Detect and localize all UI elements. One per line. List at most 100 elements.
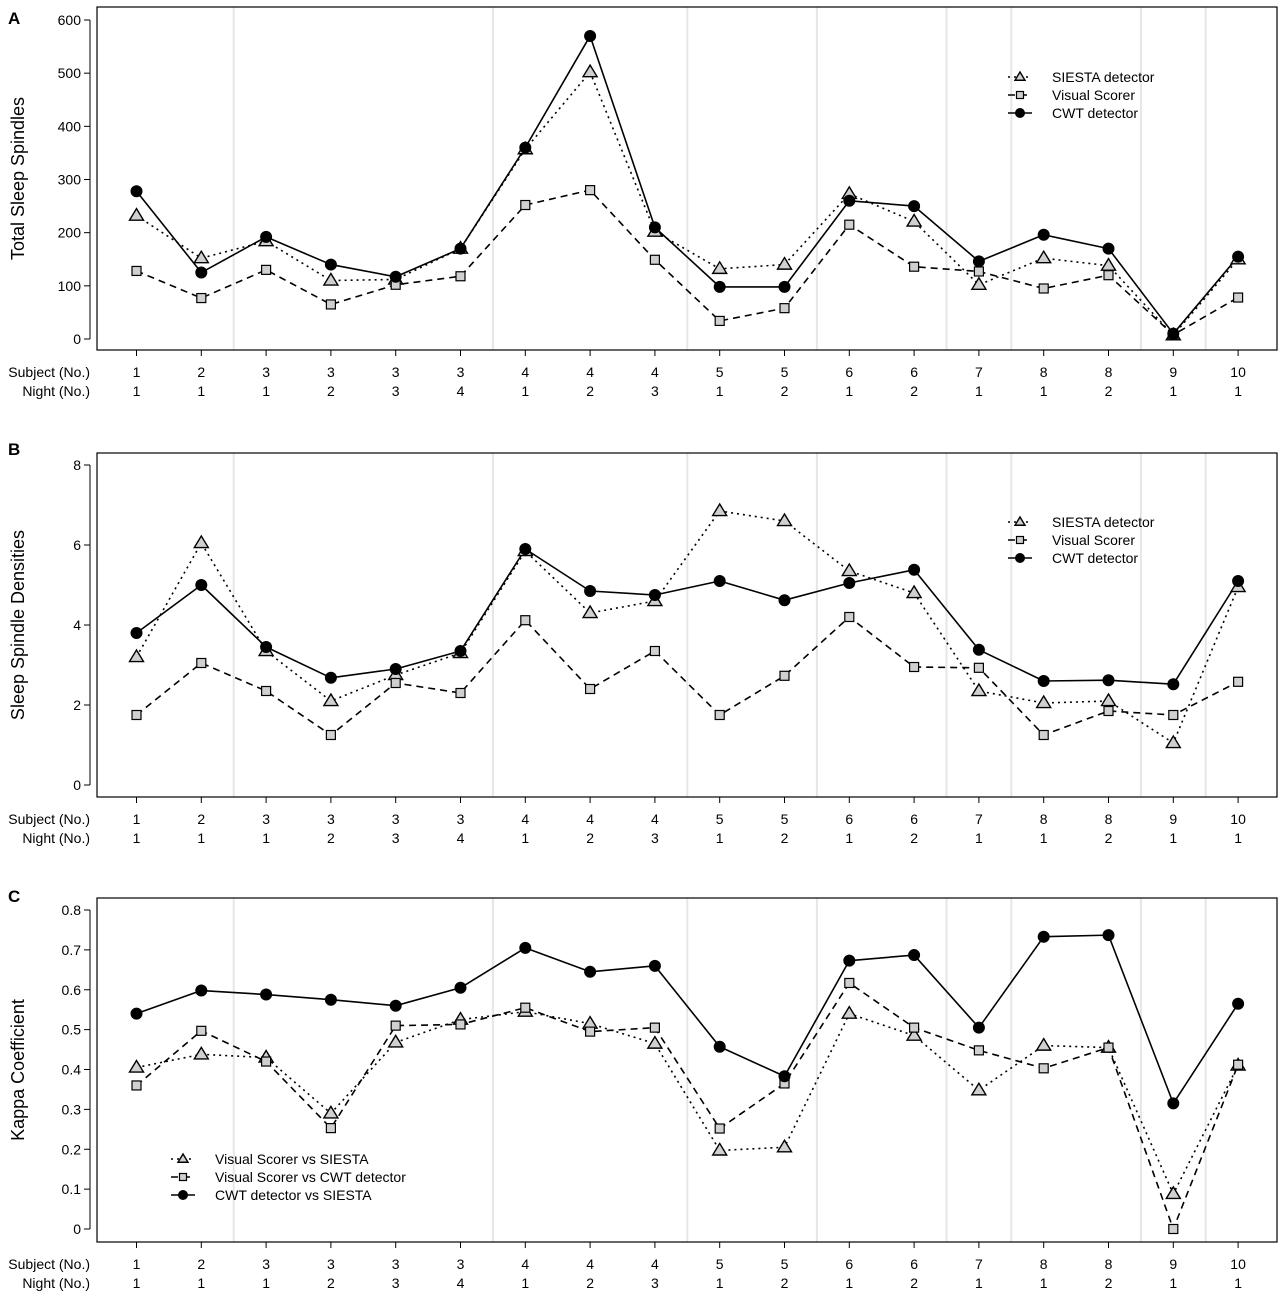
x-tick-label-subject: 4 [586, 364, 594, 380]
x-tick-label-night: 1 [1040, 1275, 1048, 1291]
data-point-visual-scorer [1168, 709, 1179, 721]
row-label-subject: Subject (No.) [8, 811, 90, 827]
data-point-cwt-detector [843, 194, 856, 207]
data-point-cwt-detector-vs-siesta [843, 954, 856, 967]
data-point-visual-scorer [714, 709, 725, 721]
x-tick-label-night: 1 [133, 830, 141, 846]
x-tick-label-night: 2 [910, 1275, 918, 1291]
y-tick-label: 8 [73, 457, 81, 473]
x-tick-label-subject: 8 [1105, 811, 1113, 827]
panel-letter: C [8, 887, 20, 906]
x-tick-label-subject: 5 [781, 1256, 789, 1272]
data-point-cwt-detector [260, 230, 273, 243]
x-tick-label-subject: 3 [457, 364, 465, 380]
data-point-cwt-detector-vs-siesta [130, 1007, 143, 1020]
data-point-cwt-detector [389, 270, 402, 283]
data-point-cwt-detector-vs-siesta [389, 999, 402, 1012]
data-point-cwt-detector [584, 585, 597, 597]
x-tick-label-night: 1 [975, 830, 983, 846]
data-point-cwt-detector [1167, 327, 1180, 340]
data-point-visual-scorer [261, 685, 272, 697]
data-point-cwt-detector [908, 563, 921, 576]
x-tick-label-subject: 8 [1040, 364, 1048, 380]
y-tick-label: 0 [73, 777, 81, 793]
x-tick-label-night: 1 [716, 1275, 724, 1291]
x-tick-label-subject: 8 [1105, 364, 1113, 380]
data-point-cwt-detector [454, 645, 467, 657]
x-tick-label-subject: 5 [781, 364, 789, 380]
x-tick-label-night: 1 [197, 830, 205, 846]
x-tick-label-subject: 3 [262, 1256, 270, 1272]
y-tick-label: 0.6 [62, 982, 82, 998]
data-point-siesta-detector [841, 562, 858, 577]
x-tick-label-subject: 6 [845, 811, 853, 827]
data-point-cwt-detector [1102, 674, 1115, 687]
legend: SIESTA detector Visual Scorer CWT detector [1008, 69, 1155, 121]
panel-letter: B [8, 440, 20, 459]
data-point-siesta-detector [1100, 692, 1117, 707]
data-point-cwt-detector [1037, 228, 1050, 241]
data-point-visual-scorer-vs-cwt-detector [1038, 1063, 1049, 1074]
x-tick-label-subject: 3 [392, 364, 400, 380]
panel-b-chart: B 0 2 4 6 8 Sleep Spindle Densities 1 1 2 1 3 1 3 2 3 3 3… [8, 440, 1278, 846]
data-point-cwt-detector [324, 671, 337, 684]
data-point-visual-scorer [1232, 292, 1244, 303]
x-tick-label-night: 2 [586, 830, 594, 846]
y-axis-label: Total Sleep Spindles [8, 97, 28, 260]
series-line-cwt-detector [135, 35, 1239, 335]
x-tick-label-subject: 3 [457, 811, 465, 827]
data-point-siesta-detector [581, 63, 599, 78]
data-point-cwt-detector [519, 141, 532, 154]
data-point-visual-scorer-vs-siesta [970, 1081, 988, 1096]
data-point-visual-scorer-vs-cwt-detector [844, 977, 855, 989]
data-point-visual-scorer [584, 683, 596, 695]
data-point-visual-scorer [196, 292, 207, 304]
series-layer [135, 934, 1239, 1230]
x-tick-label-subject: 3 [327, 811, 335, 827]
data-point-visual-scorer-vs-cwt-detector [1232, 1059, 1244, 1070]
data-point-visual-scorer [844, 611, 855, 623]
data-point-cwt-detector [584, 29, 597, 42]
data-point-visual-scorer-vs-siesta [193, 1045, 210, 1060]
x-tick-label-subject: 6 [845, 1256, 853, 1272]
row-label-night: Night (No.) [22, 383, 90, 399]
data-point-cwt-detector [648, 589, 661, 601]
data-point-visual-scorer [1103, 705, 1114, 717]
x-tick-label-night: 1 [133, 383, 141, 399]
row-label-subject: Subject (No.) [8, 364, 90, 380]
data-point-siesta-detector [193, 249, 210, 264]
x-tick-label-night: 2 [781, 383, 789, 399]
data-point-cwt-detector [778, 280, 791, 293]
data-point-cwt-detector [195, 579, 208, 591]
series-line-cwt-detector-vs-siesta [136, 934, 1239, 1105]
data-point-cwt-detector-vs-siesta [648, 959, 661, 972]
data-point-visual-scorer [196, 657, 207, 669]
series-layer [135, 510, 1239, 744]
data-point-siesta-detector [776, 256, 793, 270]
series-layer [135, 35, 1239, 337]
x-tick-label-subject: 1 [133, 811, 141, 827]
y-tick-label: 400 [58, 118, 82, 134]
data-point-visual-scorer-vs-siesta [905, 1027, 923, 1041]
series-line-visual-scorer [136, 189, 1239, 336]
data-point-cwt-detector-vs-siesta [454, 981, 467, 994]
y-tick-label: 0.7 [62, 942, 82, 958]
data-point-visual-scorer [1038, 283, 1049, 294]
x-tick-label-subject: 10 [1230, 364, 1246, 380]
data-point-visual-scorer [390, 677, 401, 689]
x-tick-label-subject: 3 [327, 1256, 335, 1272]
data-point-visual-scorer-vs-siesta [322, 1105, 340, 1119]
x-tick-label-night: 1 [197, 1275, 205, 1291]
data-point-siesta-detector [128, 207, 145, 221]
data-point-cwt-detector [648, 221, 661, 234]
data-point-cwt-detector-vs-siesta [1167, 1097, 1180, 1110]
x-tick-label-night: 1 [133, 1275, 141, 1291]
data-point-cwt-detector [972, 643, 985, 656]
data-point-visual-scorer [1103, 270, 1114, 281]
legend: SIESTA detector Visual Scorer CWT detector [1008, 514, 1155, 566]
x-tick-label-subject: 5 [781, 811, 789, 827]
data-point-cwt-detector [389, 663, 402, 675]
data-point-visual-scorer-vs-siesta [1165, 1185, 1182, 1200]
x-tick-label-night: 2 [1105, 383, 1113, 399]
data-point-cwt-detector [1102, 242, 1115, 255]
